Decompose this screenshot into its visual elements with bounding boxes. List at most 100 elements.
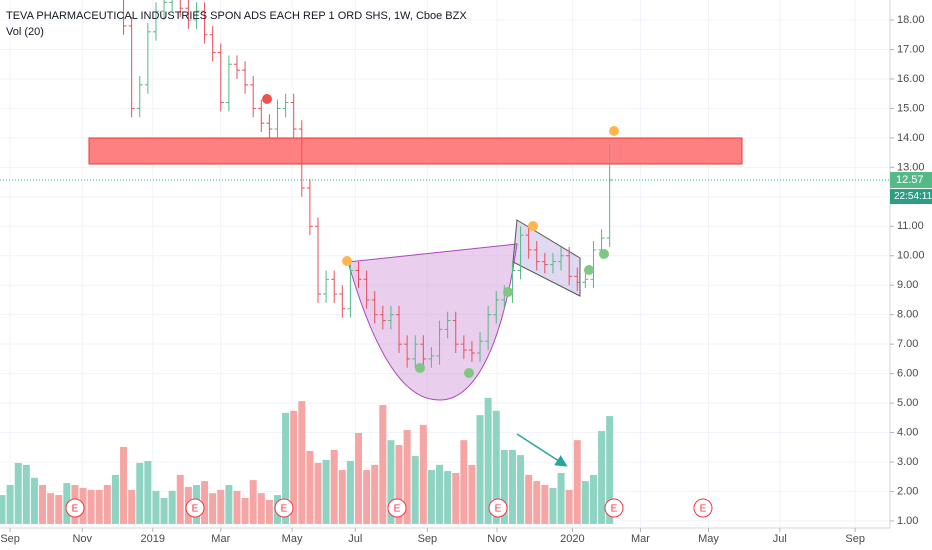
volume-bar — [549, 487, 557, 524]
earnings-label: E — [192, 504, 199, 515]
volume-bar — [152, 490, 160, 524]
volume-bar — [209, 493, 217, 524]
volume-bar — [330, 449, 338, 524]
volume-bar — [436, 464, 444, 524]
y-tick-label: 14.00 — [897, 132, 925, 144]
y-tick-label: 17.00 — [897, 43, 925, 55]
volume-bar — [500, 449, 508, 524]
earnings-marker — [387, 498, 407, 518]
earnings-label: E — [495, 504, 502, 515]
earnings-marker — [604, 498, 624, 518]
signal-dot — [599, 249, 609, 259]
volume-bar — [606, 416, 614, 524]
earnings-label: E — [700, 504, 707, 515]
volume-bar — [233, 490, 241, 524]
y-tick-label: 16.00 — [897, 73, 925, 85]
volume-arrow — [516, 433, 568, 467]
earnings-label: E — [611, 504, 618, 515]
x-tick-label: Nov — [487, 533, 507, 545]
y-tick-label: 6.00 — [897, 368, 918, 380]
signal-dot — [342, 256, 352, 266]
volume-bar — [128, 489, 136, 524]
volume-bar — [581, 481, 589, 524]
volume-bar — [395, 445, 403, 524]
volume-bar — [427, 470, 435, 524]
volume-bar — [120, 446, 128, 524]
y-tick-label: 4.00 — [897, 426, 918, 438]
x-tick-label: May — [282, 533, 303, 545]
volume-bar — [484, 397, 492, 524]
y-tick-label: 8.00 — [897, 309, 918, 321]
signal-dot — [528, 221, 538, 231]
signal-dot — [262, 94, 272, 104]
volume-bar — [30, 477, 38, 524]
earnings-label: E — [281, 504, 288, 515]
volume-bar — [403, 430, 411, 524]
earnings-label: E — [72, 504, 79, 515]
volume-bar — [39, 485, 47, 524]
price-pane — [123, 0, 613, 368]
volume-bar — [168, 490, 176, 524]
earnings-marker — [185, 498, 205, 518]
y-tick-label: 15.00 — [897, 102, 925, 114]
volume-bar — [363, 470, 371, 524]
volume-bar — [282, 412, 290, 524]
countdown-label: 22:54:11 — [894, 191, 932, 202]
volume-bar — [241, 498, 249, 524]
volume-bar — [55, 495, 63, 524]
volume-bar — [598, 431, 606, 524]
y-tick-label: 10.00 — [897, 250, 925, 262]
volume-bar — [541, 485, 549, 524]
chart-title: TEVA PHARMACEUTICAL INDUSTRIES SPON ADS … — [6, 10, 467, 22]
signal-dot — [415, 363, 425, 373]
volume-bar — [517, 455, 525, 524]
signal-dot — [609, 126, 619, 136]
y-tick-label: 1.00 — [897, 515, 918, 527]
volume-pane — [0, 397, 614, 524]
y-tick-label: 7.00 — [897, 338, 918, 350]
x-tick-label: Sep — [418, 533, 438, 545]
volume-bar — [557, 472, 565, 524]
volume-bar — [144, 460, 152, 524]
volume-bar — [346, 460, 354, 524]
volume-bar — [476, 415, 484, 524]
volume-bar — [225, 485, 233, 524]
cup-pattern — [347, 243, 518, 401]
volume-bar — [257, 493, 265, 524]
volume-bar — [306, 450, 314, 524]
volume-bar — [47, 493, 55, 524]
y-tick-label: 9.00 — [897, 279, 918, 291]
x-tick-label: Jul — [348, 533, 362, 545]
countdown-tag — [890, 189, 932, 205]
earnings-marker — [488, 498, 508, 518]
volume-bar — [355, 433, 363, 524]
volume-bar — [217, 489, 225, 524]
x-tick-label: May — [698, 533, 719, 545]
volume-bar — [411, 456, 419, 524]
last-price-tag — [890, 172, 932, 189]
flag-channel — [512, 219, 581, 297]
volume-bar — [176, 474, 184, 524]
volume-title: Vol (20) — [6, 26, 44, 38]
volume-bar — [338, 470, 346, 524]
volume-bar — [387, 440, 395, 524]
earnings-marker — [274, 498, 294, 518]
resistance-zone — [88, 137, 743, 165]
volume-bar — [249, 480, 257, 524]
volume-bar — [298, 401, 306, 524]
axes: 1.00 2.00 3.00 4.00 5.00 6.00 7.00 8.00 9.00 10.0… — [0, 14, 924, 545]
earnings-marker — [65, 498, 85, 518]
earnings-label: E — [394, 504, 401, 515]
x-tick-label: Sep — [0, 533, 20, 545]
volume-bar — [201, 481, 209, 524]
volume-bar — [14, 462, 22, 524]
signal-dot — [584, 265, 594, 275]
y-tick-label: 13.00 — [897, 161, 925, 173]
volume-bar — [6, 485, 14, 524]
volume-bar — [265, 499, 273, 524]
volume-bar — [492, 410, 500, 524]
last-price-label: 12.57 — [896, 174, 924, 186]
volume-bar — [103, 485, 111, 524]
volume-bar — [379, 405, 387, 524]
